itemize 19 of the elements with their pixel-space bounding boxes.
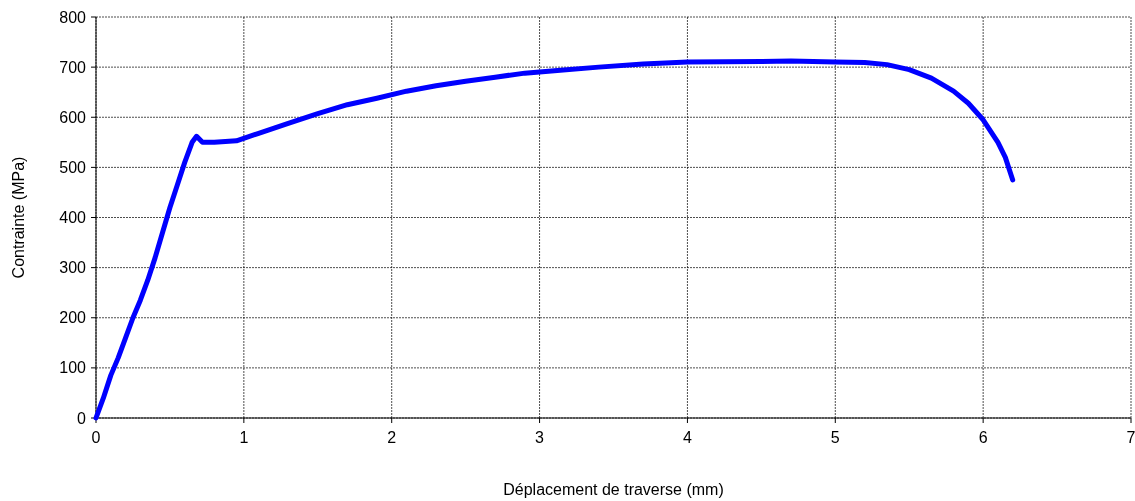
y-axis-title: Contrainte (MPa) — [10, 156, 27, 279]
y-tick-label: 0 — [77, 409, 87, 427]
y-tick-label: 400 — [59, 209, 87, 227]
y-tick-label: 600 — [59, 108, 87, 126]
y-tick-label: 500 — [59, 158, 87, 176]
x-tick-label: 6 — [978, 429, 988, 446]
x-tick-label: 7 — [1126, 429, 1135, 446]
y-tick-label: 300 — [59, 259, 87, 277]
x-tick-label: 1 — [239, 429, 249, 446]
x-tick-label: 4 — [682, 429, 692, 446]
y-tick-label: 100 — [59, 359, 87, 377]
x-tick-label: 3 — [535, 429, 545, 446]
x-tick-label: 5 — [830, 429, 840, 446]
y-tick-label: 200 — [59, 309, 87, 327]
x-tick-label: 2 — [387, 429, 397, 446]
y-tick-label: 700 — [59, 58, 87, 76]
y-tick-label: 800 — [59, 8, 87, 26]
x-axis-title: Déplacement de traverse (mm) — [503, 481, 724, 498]
x-tick-label: 0 — [91, 429, 101, 446]
